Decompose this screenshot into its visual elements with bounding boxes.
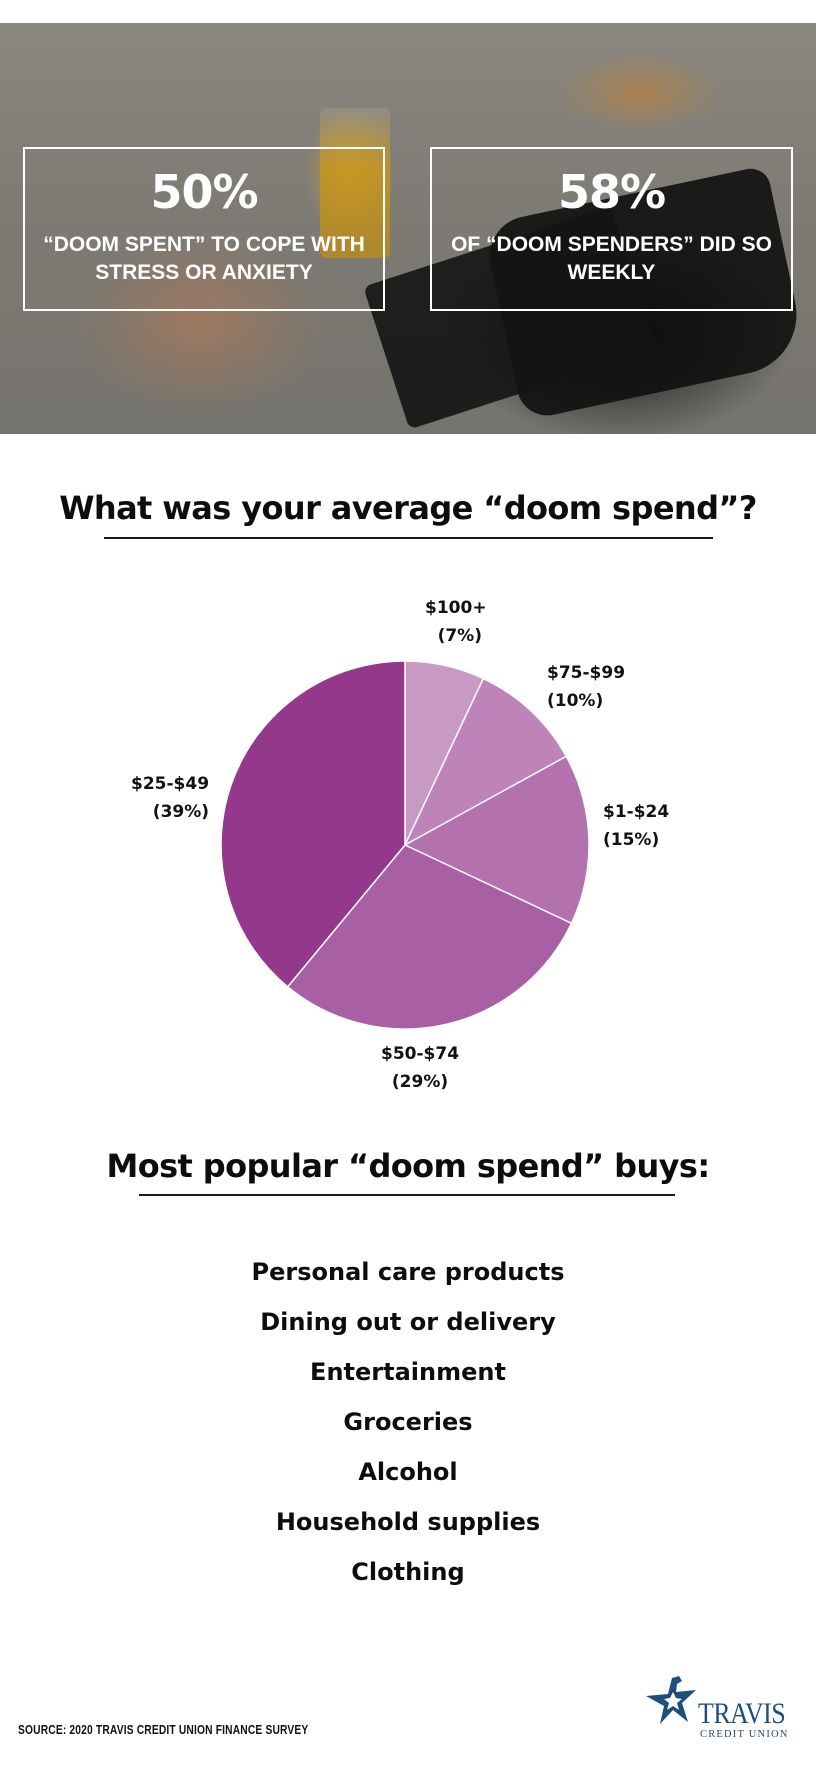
list-item: Entertainment xyxy=(310,1358,506,1386)
pie-label-category: $75-$99 xyxy=(547,663,626,683)
pie-label-category: $25-$49 xyxy=(131,774,210,794)
stat-box-weekly: 58% OF “DOOM SPENDERS” DID SO WEEKLY xyxy=(430,147,793,311)
juice-glass-photo-detail xyxy=(320,108,390,258)
source-note: SOURCE: 2020 TRAVIS CREDIT UNION FINANCE… xyxy=(18,1723,309,1737)
list-item: Clothing xyxy=(351,1558,465,1586)
list-item: Groceries xyxy=(343,1408,473,1436)
pie-label-100-plus: $100+ (7%) xyxy=(425,594,487,650)
pie-slice xyxy=(220,660,406,988)
buys-heading-underline xyxy=(139,1194,675,1196)
buys-list: Personal care products Dining out or del… xyxy=(0,1254,816,1604)
pie-label-1-24: $1-$24 (15%) xyxy=(603,798,669,854)
pie-label-category: $100+ xyxy=(425,598,487,618)
pie-chart xyxy=(220,660,590,1030)
chart-heading: What was your average “doom spend”? xyxy=(59,489,757,527)
logo-subtitle: CREDIT UNION xyxy=(700,1729,789,1740)
chart-heading-underline xyxy=(104,537,713,539)
pie-label-25-49: $25-$49 (39%) xyxy=(131,770,209,826)
pie-label-percent: (7%) xyxy=(437,626,482,646)
stat-caption: OF “DOOM SPENDERS” DID SO WEEKLY xyxy=(451,233,772,284)
stat-caption: “DOOM SPENT” TO COPE WITH STRESS OR ANXI… xyxy=(43,233,365,284)
list-item: Household supplies xyxy=(275,1508,541,1536)
buys-heading: Most popular “doom spend” buys: xyxy=(106,1147,710,1185)
stat-value: 50% xyxy=(150,165,258,219)
star-eagle-icon xyxy=(646,1676,696,1724)
travis-credit-union-logo: TRAVIS CREDIT UNION xyxy=(646,1676,806,1746)
list-item: Dining out or delivery xyxy=(260,1308,556,1336)
list-item: Alcohol xyxy=(358,1458,458,1486)
hero-photo-banner: 50% “DOOM SPENT” TO COPE WITH STRESS OR … xyxy=(0,23,816,434)
list-item: Personal care products xyxy=(251,1258,565,1286)
pie-label-50-74: $50-$74 (29%) xyxy=(381,1040,459,1096)
pie-label-category: $1-$24 xyxy=(603,802,670,822)
pie-slice xyxy=(286,844,573,1030)
pie-label-percent: (15%) xyxy=(603,830,660,850)
pie-label-percent: (10%) xyxy=(547,691,604,711)
pie-slice xyxy=(403,755,590,925)
stat-value: 58% xyxy=(557,165,666,219)
pie-label-percent: (39%) xyxy=(152,802,210,822)
pie-label-percent: (29%) xyxy=(391,1072,449,1092)
pie-label-category: $50-$74 xyxy=(381,1044,460,1064)
pie-label-75-99: $75-$99 (10%) xyxy=(547,659,625,715)
stat-box-stress: 50% “DOOM SPENT” TO COPE WITH STRESS OR … xyxy=(23,147,385,311)
pie-slice xyxy=(403,677,568,847)
logo-wordmark: TRAVIS xyxy=(698,1697,786,1730)
